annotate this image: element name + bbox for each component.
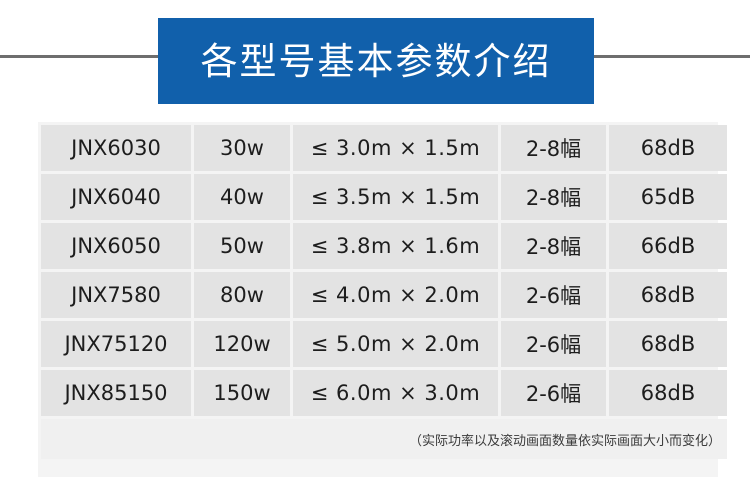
table-row: JNX6030 30w ≤ 3.0m × 1.5m 2-8幅 68dB: [41, 125, 727, 171]
spec-cell-noise: 68dB: [609, 125, 727, 171]
spec-cell-model: JNX85150: [41, 370, 191, 416]
spec-cell-power: 150w: [194, 370, 290, 416]
spec-cell-screens: 2-6幅: [501, 272, 606, 318]
title-banner: 各型号基本参数介绍: [158, 18, 594, 104]
page-header: 各型号基本参数介绍: [0, 0, 750, 118]
spec-cell-model: JNX6050: [41, 223, 191, 269]
spec-cell-screens: 2-6幅: [501, 321, 606, 367]
table-row: JNX6050 50w ≤ 3.8m × 1.6m 2-8幅 66dB: [41, 223, 727, 269]
spec-cell-noise: 66dB: [609, 223, 727, 269]
spec-cell-power: 50w: [194, 223, 290, 269]
spec-cell-size: ≤ 5.0m × 2.0m: [293, 321, 498, 367]
spec-cell-model: JNX6040: [41, 174, 191, 220]
spec-cell-power: 30w: [194, 125, 290, 171]
spec-cell-noise: 68dB: [609, 370, 727, 416]
spec-cell-size: ≤ 3.8m × 1.6m: [293, 223, 498, 269]
spec-cell-size: ≤ 6.0m × 3.0m: [293, 370, 498, 416]
table-row: JNX7580 80w ≤ 4.0m × 2.0m 2-6幅 68dB: [41, 272, 727, 318]
table-footnote: （实际功率以及滚动画面数量依实际画面大小而变化）: [41, 419, 727, 459]
spec-cell-size: ≤ 4.0m × 2.0m: [293, 272, 498, 318]
spec-table: JNX6030 30w ≤ 3.0m × 1.5m 2-8幅 68dB JNX6040 40…: [38, 122, 730, 462]
spec-cell-size: ≤ 3.0m × 1.5m: [293, 125, 498, 171]
spec-table-panel: JNX6030 30w ≤ 3.0m × 1.5m 2-8幅 68dB JNX6040 40…: [38, 122, 727, 477]
spec-cell-power: 120w: [194, 321, 290, 367]
spec-cell-model: JNX7580: [41, 272, 191, 318]
spec-cell-model: JNX6030: [41, 125, 191, 171]
spec-cell-noise: 65dB: [609, 174, 727, 220]
table-row: JNX85150 150w ≤ 6.0m × 3.0m 2-6幅 68dB: [41, 370, 727, 416]
table-row: JNX6040 40w ≤ 3.5m × 1.5m 2-8幅 65dB: [41, 174, 727, 220]
spec-cell-screens: 2-6幅: [501, 370, 606, 416]
table-footnote-row: （实际功率以及滚动画面数量依实际画面大小而变化）: [41, 419, 727, 459]
spec-cell-screens: 2-8幅: [501, 174, 606, 220]
page-title: 各型号基本参数介绍: [200, 39, 552, 83]
spec-cell-power: 80w: [194, 272, 290, 318]
spec-cell-noise: 68dB: [609, 272, 727, 318]
table-row: JNX75120 120w ≤ 5.0m × 2.0m 2-6幅 68dB: [41, 321, 727, 367]
spec-cell-screens: 2-8幅: [501, 223, 606, 269]
spec-cell-noise: 68dB: [609, 321, 727, 367]
spec-cell-screens: 2-8幅: [501, 125, 606, 171]
spec-cell-power: 40w: [194, 174, 290, 220]
spec-cell-size: ≤ 3.5m × 1.5m: [293, 174, 498, 220]
spec-cell-model: JNX75120: [41, 321, 191, 367]
